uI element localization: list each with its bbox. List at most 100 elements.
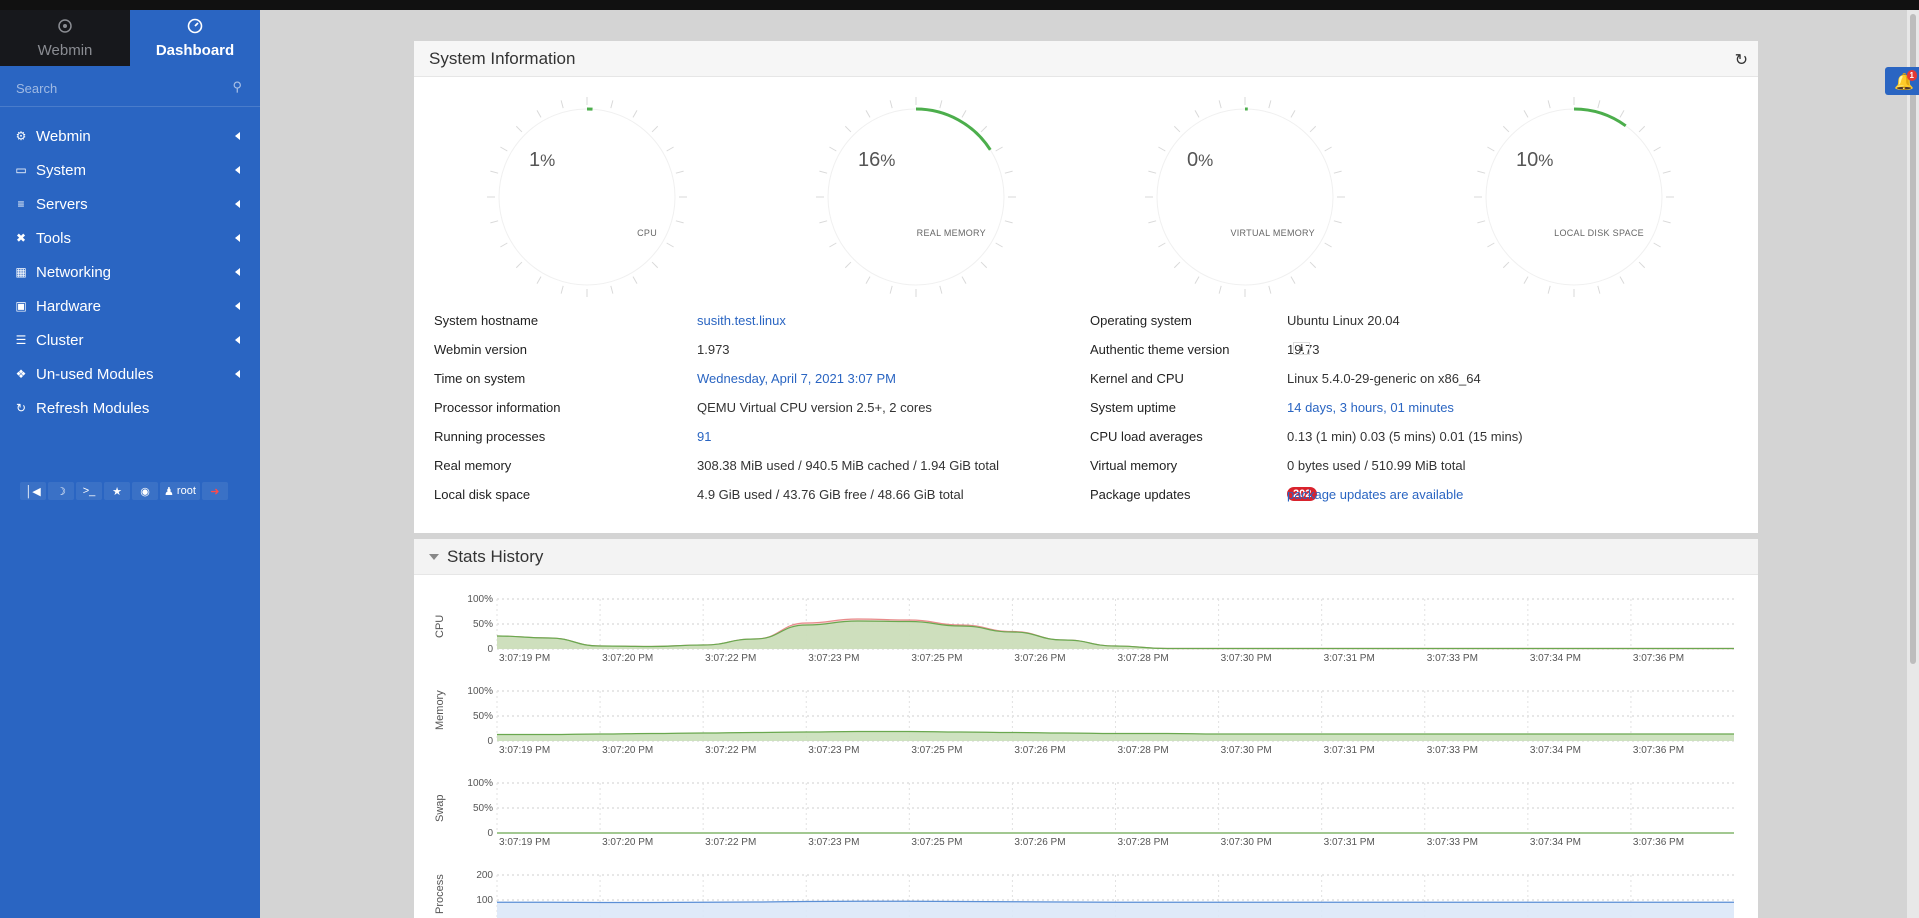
sidebar-item-servers[interactable]: ≡ Servers <box>0 187 260 221</box>
theme-palette-icon[interactable]: ◉ <box>132 482 158 500</box>
x-tick-label: 3:07:28 PM <box>1118 745 1169 756</box>
switch-dashboard-tab[interactable]: Dashboard <box>130 10 260 66</box>
favorites-star-icon[interactable]: ★ <box>104 482 130 500</box>
gauge-arc <box>915 107 992 151</box>
sidebar-item-system[interactable]: ▭ System <box>0 153 260 187</box>
sidebar-search: ⚲ <box>0 70 260 107</box>
switch-webmin-tab[interactable]: Webmin <box>0 10 130 66</box>
scrollbar-thumb[interactable] <box>1910 14 1916 664</box>
sidebar-item-label: Cluster <box>36 331 84 349</box>
sidebar-item-refresh-modules[interactable]: ↻ Refresh Modules <box>0 391 260 425</box>
user-menu-button[interactable]: ♟ root <box>160 482 200 500</box>
gauge-tick <box>490 220 499 224</box>
y-tick-label: 200 <box>476 870 493 881</box>
gauge-tick <box>1487 242 1495 248</box>
gauge-tick <box>1662 220 1671 224</box>
updates-count-badge[interactable]: 202 <box>1287 487 1318 501</box>
gauge-arc <box>1573 107 1627 128</box>
real-memory-gauge: 16% REAL MEMORY <box>816 97 1016 297</box>
y-tick-label: 0 <box>487 828 493 839</box>
dashboard-gauge-icon <box>187 18 203 38</box>
x-tick-label: 3:07:36 PM <box>1633 745 1684 756</box>
info-value: 1.973 <box>697 342 730 357</box>
theme-info-icon[interactable]: ℹ <box>1293 342 1311 355</box>
gauge-tick <box>844 261 852 269</box>
page-scrollbar[interactable] <box>1907 10 1919 918</box>
gauge-tick <box>961 110 967 118</box>
sidebar-item-cluster[interactable]: ☰ Cluster <box>0 323 260 357</box>
x-tick-label: 3:07:28 PM <box>1118 837 1169 848</box>
gauge-tick <box>1653 242 1661 248</box>
search-input[interactable] <box>14 76 228 100</box>
y-tick-label: 0 <box>487 644 493 655</box>
x-tick-label: 3:07:36 PM <box>1633 653 1684 664</box>
x-tick-label: 3:07:25 PM <box>911 837 962 848</box>
system-information-panel: System Information ↻ 1% CPU 16% REAL MEM… <box>414 41 1758 533</box>
gauge-tick <box>632 110 638 118</box>
x-tick-label: 3:07:34 PM <box>1530 745 1581 756</box>
search-icon[interactable]: ⚲ <box>232 79 242 94</box>
sidebar-item-webmin[interactable]: ⚙ Webmin <box>0 119 260 153</box>
caret-left-icon <box>235 166 240 174</box>
chart-svg: 20010003:07:19 PM3:07:20 PM3:07:22 PM3:0… <box>476 870 1734 918</box>
x-tick-label: 3:07:23 PM <box>808 837 859 848</box>
logout-icon[interactable]: ➜ <box>201 482 228 500</box>
caret-left-icon <box>235 132 240 140</box>
gauge-dial <box>1145 97 1345 297</box>
terminal-icon[interactable]: >_ <box>76 482 102 500</box>
series-line <box>496 620 1734 650</box>
system-time-link[interactable]: Wednesday, April 7, 2021 3:07 PM <box>697 371 896 386</box>
gauge-value: 10% <box>1516 149 1554 171</box>
gauge-tick <box>1547 285 1551 294</box>
gauge-tick <box>1173 261 1181 269</box>
hostname-link[interactable]: susith.test.linux <box>697 313 786 328</box>
gauge-tick <box>1597 100 1601 109</box>
gauge-tick <box>536 276 542 284</box>
caret-left-icon <box>235 370 240 378</box>
caret-left-icon <box>235 336 240 344</box>
notifications-button[interactable]: 🔔 1 <box>1885 67 1919 95</box>
sidebar-item-tools[interactable]: ✖ Tools <box>0 221 260 255</box>
x-tick-label: 3:07:28 PM <box>1118 653 1169 664</box>
sidebar-item-networking[interactable]: ▦ Networking <box>0 255 260 289</box>
gauge-label: LOCAL DISK SPACE <box>1554 228 1644 238</box>
gauge-tick <box>1638 261 1646 269</box>
sidebar-item-unused-modules[interactable]: ❖ Un-used Modules <box>0 357 260 391</box>
uptime-link[interactable]: 14 days, 3 hours, 01 minutes <box>1287 400 1454 415</box>
stats-history-header[interactable]: Stats History <box>414 539 1758 575</box>
tools-icon: ✖ <box>15 231 27 245</box>
collapse-sidebar-icon[interactable]: │◀ <box>20 482 46 500</box>
gauge-tick <box>1268 285 1272 294</box>
server-icon: ≡ <box>17 197 25 211</box>
x-tick-label: 3:07:22 PM <box>705 837 756 848</box>
refresh-icon: ↻ <box>15 401 27 415</box>
sidebar-item-label: Refresh Modules <box>36 399 150 417</box>
top-bar <box>0 0 1919 10</box>
x-tick-label: 3:07:22 PM <box>705 653 756 664</box>
layers-icon: ☰ <box>15 333 27 347</box>
gauge-tick <box>560 285 564 294</box>
gauge-tick <box>1218 100 1222 109</box>
package-updates-link[interactable]: package updates are available <box>1287 487 1464 502</box>
laptop-icon: ▭ <box>15 163 27 177</box>
sidebar-item-hardware[interactable]: ▣ Hardware <box>0 289 260 323</box>
y-tick-label: 50% <box>473 711 493 722</box>
gauge-tick <box>889 100 893 109</box>
x-tick-label: 3:07:33 PM <box>1427 745 1478 756</box>
info-key: Operating system <box>1090 313 1192 328</box>
sidebar-item-label: Un-used Modules <box>36 365 154 383</box>
switch-webmin-label: Webmin <box>37 41 93 59</box>
gauge-tick <box>515 125 523 133</box>
info-key: System hostname <box>434 313 539 328</box>
gauge-tick <box>1523 110 1529 118</box>
gauge-tick <box>961 276 967 284</box>
processes-link[interactable]: 91 <box>697 429 712 444</box>
refresh-icon[interactable]: ↻ <box>1734 52 1748 69</box>
x-tick-label: 3:07:30 PM <box>1221 653 1272 664</box>
y-tick-label: 100% <box>467 686 493 697</box>
x-tick-label: 3:07:20 PM <box>602 653 653 664</box>
hdd-icon: ▣ <box>15 299 27 313</box>
series-line <box>497 730 1734 736</box>
gauge-track <box>1485 108 1663 286</box>
night-mode-icon[interactable]: ☽ <box>48 482 74 500</box>
